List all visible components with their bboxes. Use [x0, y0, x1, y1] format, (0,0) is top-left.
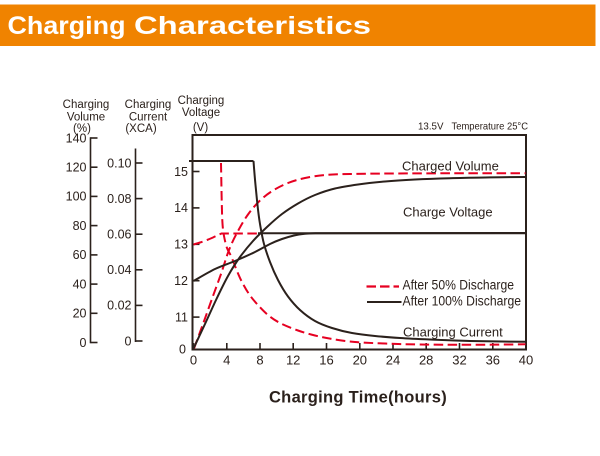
svg-text:Charging: Charging	[63, 99, 110, 111]
svg-text:20: 20	[353, 353, 367, 368]
svg-text:11: 11	[175, 310, 188, 324]
svg-text:13: 13	[174, 238, 188, 252]
svg-text:0.08: 0.08	[107, 192, 131, 206]
svg-text:Volume: Volume	[67, 112, 105, 124]
svg-text:(%): (%)	[73, 123, 91, 135]
svg-text:100: 100	[66, 190, 87, 204]
svg-text:(V): (V)	[193, 122, 209, 134]
svg-text:Current: Current	[129, 112, 168, 124]
svg-text:140: 140	[66, 131, 87, 145]
svg-text:Charging Current: Charging Current	[403, 325, 503, 340]
svg-text:0.04: 0.04	[107, 263, 131, 277]
svg-text:Charged Volume: Charged Volume	[402, 159, 499, 174]
svg-text:16: 16	[319, 353, 333, 368]
svg-text:15: 15	[174, 165, 188, 179]
svg-text:Charging: Charging	[125, 99, 172, 111]
svg-text:0: 0	[80, 336, 87, 350]
svg-text:Charging: Charging	[8, 12, 126, 40]
svg-text:80: 80	[73, 219, 87, 233]
svg-text:8: 8	[256, 353, 263, 368]
svg-text:12: 12	[286, 353, 300, 368]
svg-text:20: 20	[73, 307, 87, 321]
svg-text:4: 4	[223, 353, 230, 368]
svg-text:28: 28	[419, 353, 433, 368]
svg-text:Temperature 25°C: Temperature 25°C	[452, 120, 529, 132]
svg-text:12: 12	[174, 274, 188, 288]
svg-text:36: 36	[486, 353, 500, 368]
svg-text:Voltage: Voltage	[182, 107, 220, 119]
svg-text:0.02: 0.02	[107, 299, 131, 313]
svg-text:0: 0	[125, 334, 132, 348]
svg-text:0.06: 0.06	[107, 228, 131, 242]
svg-text:After 100% Discharge: After 100% Discharge	[403, 294, 522, 309]
svg-text:14: 14	[174, 201, 188, 215]
svg-text:Charging: Charging	[178, 95, 225, 107]
svg-text:0: 0	[190, 353, 197, 368]
svg-text:60: 60	[73, 248, 87, 262]
svg-text:After 50% Discharge: After 50% Discharge	[403, 278, 515, 293]
svg-text:24: 24	[386, 353, 400, 368]
svg-text:Characteristics: Characteristics	[134, 12, 371, 40]
svg-text:32: 32	[452, 353, 466, 368]
svg-text:Charging Time(hours): Charging Time(hours)	[269, 389, 447, 407]
svg-text:13.5V: 13.5V	[418, 120, 444, 132]
svg-text:40: 40	[73, 277, 87, 291]
svg-text:Charge Voltage: Charge Voltage	[403, 205, 493, 220]
svg-text:40: 40	[519, 353, 533, 368]
svg-text:0.10: 0.10	[107, 156, 131, 170]
svg-text:(XCA): (XCA)	[125, 123, 156, 135]
svg-text:120: 120	[66, 161, 87, 175]
svg-text:0: 0	[179, 343, 186, 357]
